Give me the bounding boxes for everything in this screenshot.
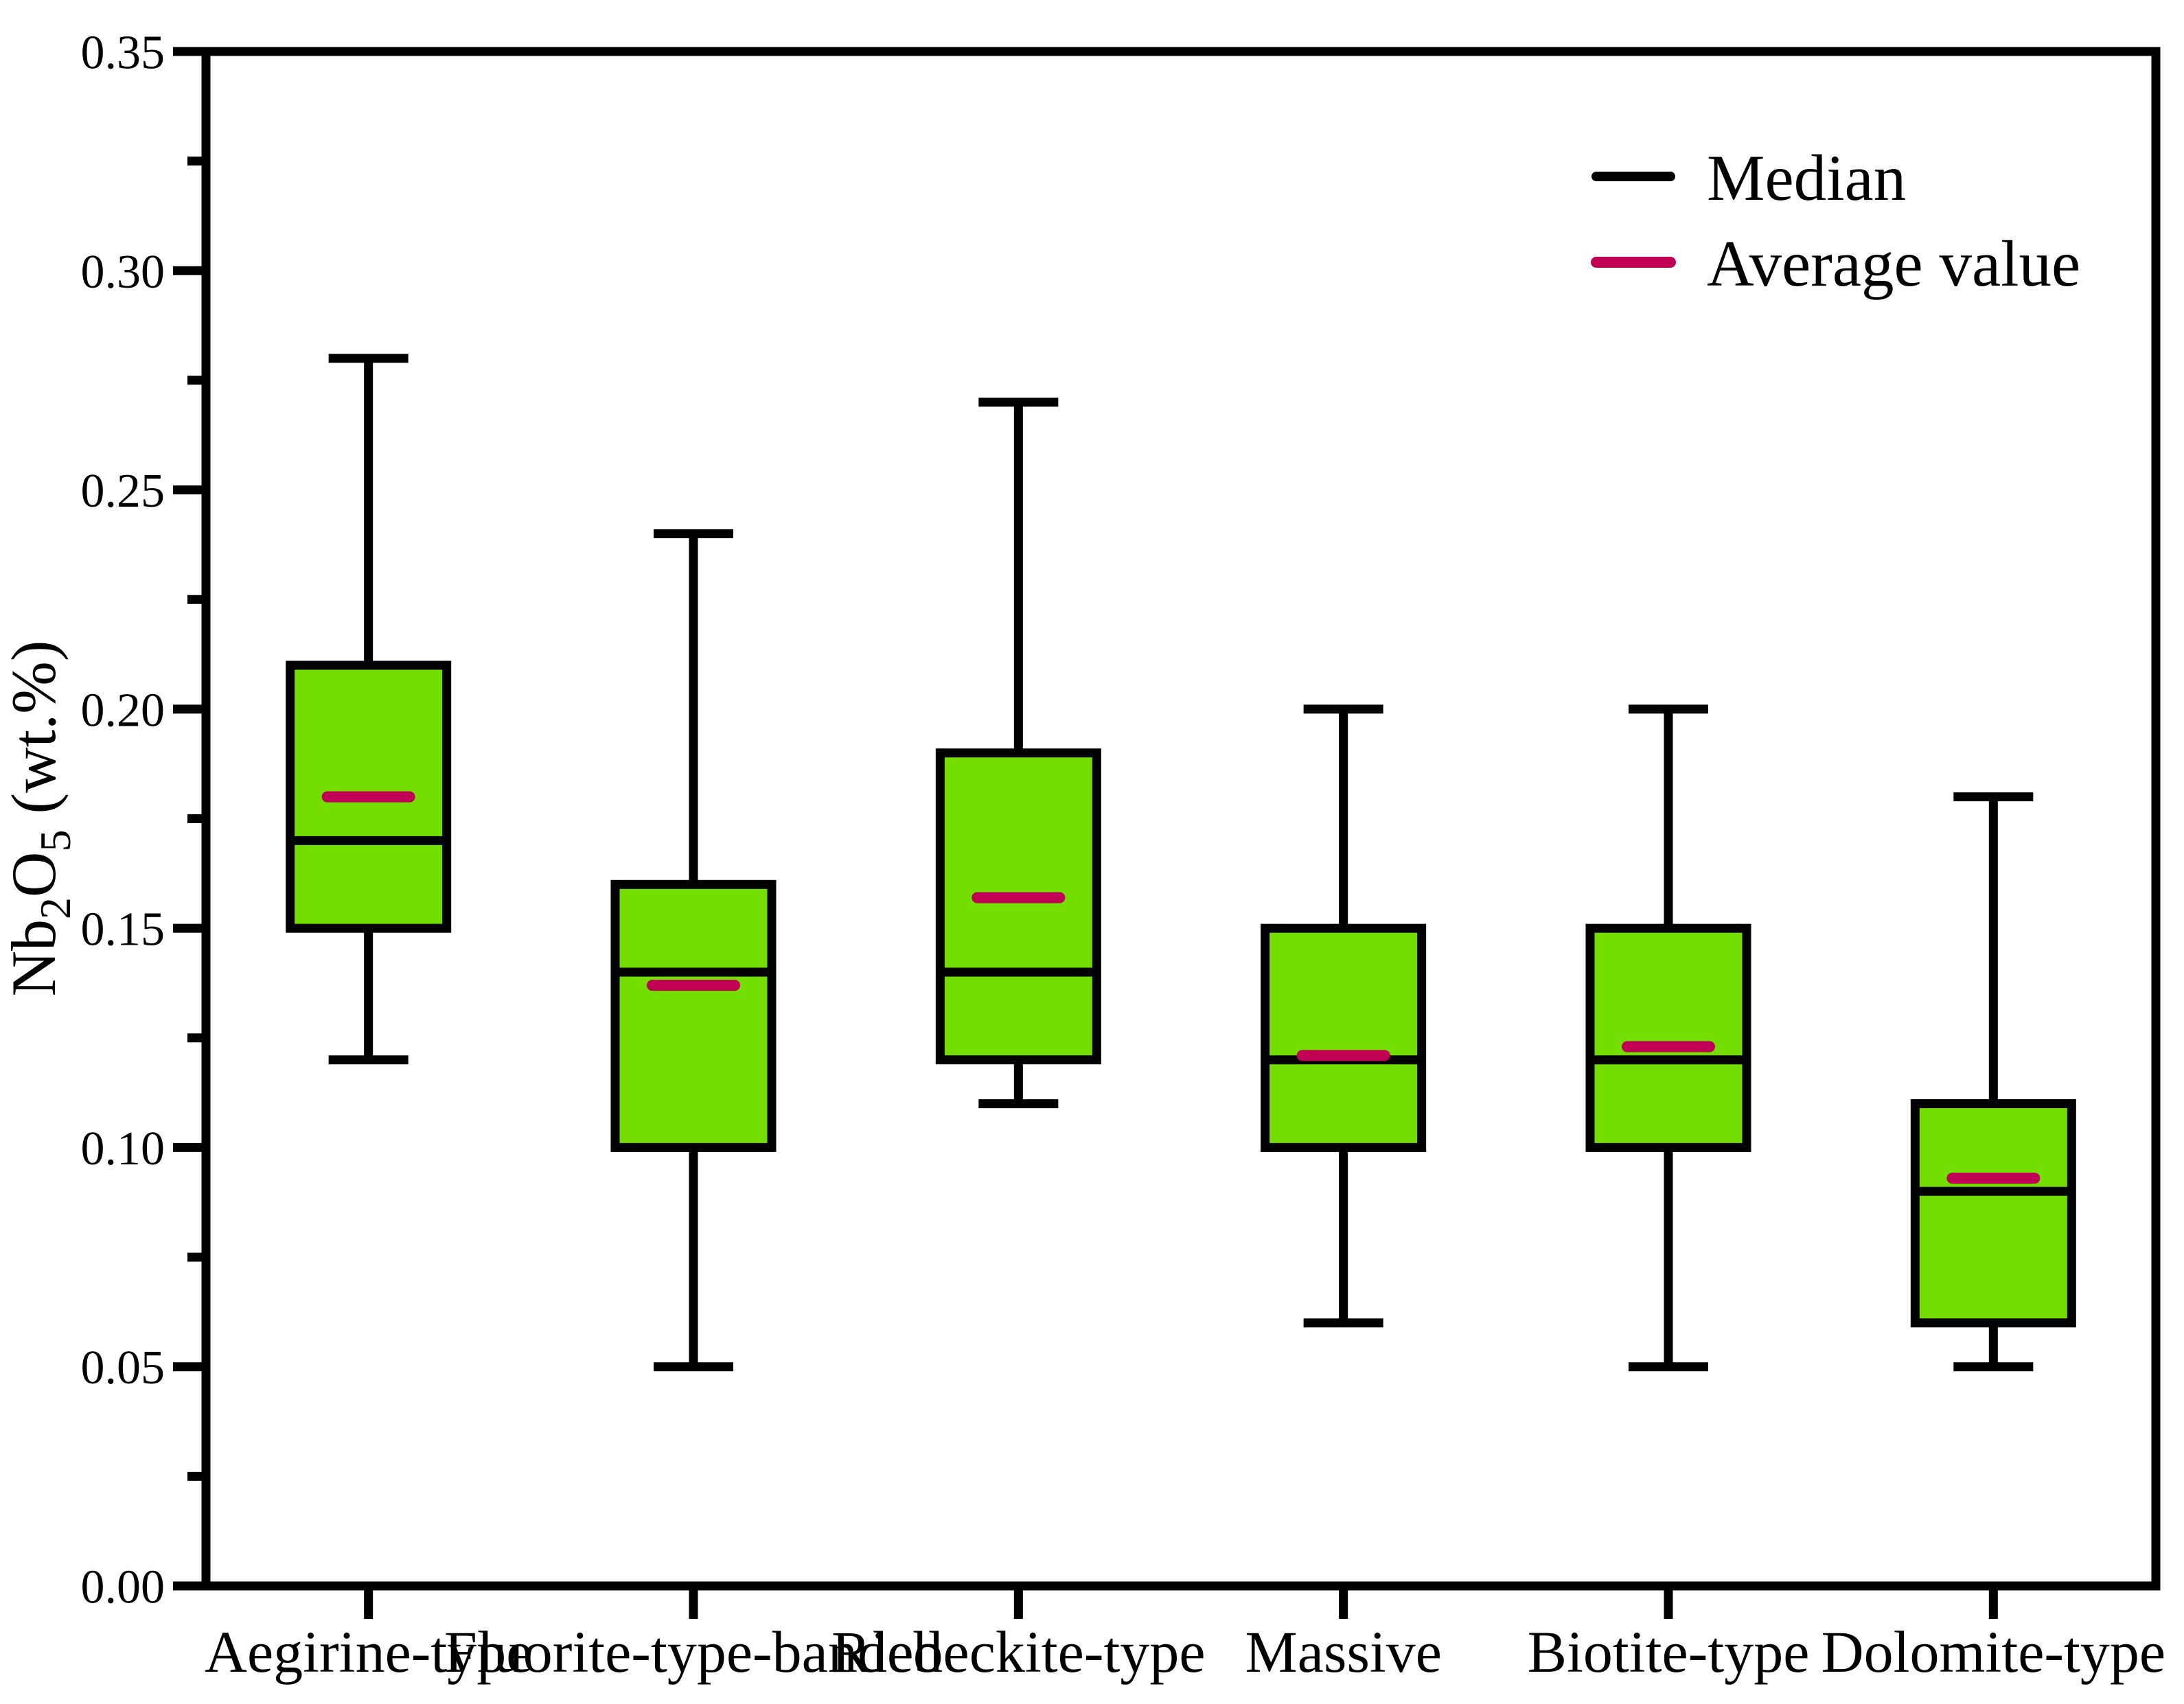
iqr-box (935, 748, 1101, 1065)
legend: Median Average value (1591, 141, 2080, 300)
y-axis-title: Nb2O5 (wt.%) (0, 641, 80, 997)
legend-average-label: Average value (1707, 227, 2080, 300)
iqr-box (1910, 1099, 2076, 1328)
x-category-label: Riebeckite-type (831, 1619, 1205, 1685)
y-tick-label: 0.35 (81, 27, 165, 80)
x-category-label: Fluorite-type-banded (444, 1619, 943, 1685)
y-tick-label: 0.20 (81, 684, 165, 737)
y-tick-label: 0.15 (81, 903, 165, 956)
box-plot-Massive (1261, 704, 1427, 1328)
iqr-box (610, 879, 777, 1152)
x-category-label: Aegirine-type (205, 1619, 533, 1685)
box-plot-Aegirine-type (286, 354, 452, 1065)
y-tick-label: 0.00 (81, 1561, 165, 1614)
iqr-box (1585, 923, 1751, 1152)
y-tick-label: 0.30 (81, 246, 165, 299)
x-category-label: Massive (1245, 1619, 1442, 1685)
box-plot-Biotite-type (1585, 704, 1751, 1372)
y-tick-label: 0.05 (81, 1342, 165, 1394)
y-axis-ticks: 0.00 0.05 0.10 0.15 0.20 0.25 0.30 0.35 (81, 27, 206, 1614)
x-category-label: Dolomite-type (1821, 1619, 2166, 1685)
legend-median-label: Median (1707, 141, 1906, 214)
y-tick-label: 0.25 (81, 465, 165, 518)
y-tick-label: 0.10 (81, 1122, 165, 1175)
box-plot-Riebeckite-type (935, 398, 1101, 1109)
box-plot-Dolomite-type (1910, 792, 2076, 1372)
x-category-label: Biotite-type (1528, 1619, 1810, 1685)
x-axis-ticks: Aegirine-typeFluorite-type-bandedRiebeck… (205, 1586, 2165, 1685)
iqr-box (1261, 923, 1427, 1152)
box-series (286, 354, 2076, 1372)
box-plot-Fluorite-type-banded (610, 529, 777, 1372)
